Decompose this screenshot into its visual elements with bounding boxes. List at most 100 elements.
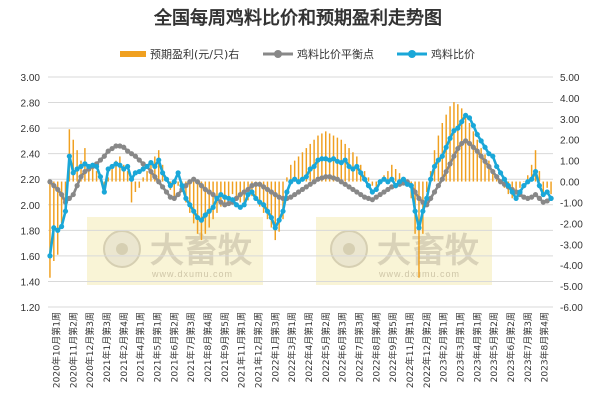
x-tick-label-13: 2022年1月第3周 [269, 312, 281, 382]
profit-bar-114 [492, 169, 494, 182]
y-right-tick-label-10: 4.00 [560, 94, 580, 105]
profit-bar-17 [115, 160, 117, 182]
balance-point-53 [253, 181, 259, 187]
ratio-point-38 [194, 214, 201, 221]
x-tick-label-21: 2022年11月第1周 [404, 312, 416, 388]
balance-point-98 [428, 195, 434, 201]
balance-point-50 [241, 189, 247, 195]
balance-point-128 [544, 198, 550, 204]
y-right-tick-label-2: -4.00 [560, 261, 583, 272]
profit-bar-0 [49, 181, 51, 278]
profit-bar-113 [488, 160, 490, 182]
balance-point-95 [416, 195, 422, 201]
ratio-point-127 [540, 191, 546, 198]
profit-bar-108 [468, 123, 471, 182]
profit-bar-21 [130, 181, 133, 203]
profit-bar-48 [235, 181, 238, 199]
profit-bar-128 [546, 181, 548, 188]
balance-point-66 [303, 184, 309, 190]
profit-bar-89 [394, 169, 397, 182]
balance-point-16 [109, 145, 115, 152]
profit-bar-123 [527, 175, 529, 182]
ratio-point-105 [455, 125, 461, 131]
balance-point-5 [66, 195, 72, 201]
y-axis-left: 1.20 1.40 1.60 1.80 2.00 2.20 2.40 2.60 2.80 3.00 [21, 73, 41, 314]
balance-point-39 [198, 183, 205, 189]
balance-point-114 [490, 168, 496, 175]
profit-bar-90 [398, 173, 401, 182]
ratio-point-112 [482, 144, 488, 150]
balance-point-28 [156, 179, 162, 185]
profit-bar-103 [449, 106, 451, 182]
balance-point-75 [338, 179, 344, 185]
balance-point-101 [439, 176, 445, 182]
ratio-point-43 [214, 195, 220, 201]
balance-point-37 [191, 176, 197, 182]
ratio-point-103 [447, 135, 453, 141]
profit-bar-25 [146, 171, 148, 182]
balance-point-26 [148, 168, 154, 175]
balance-point-57 [268, 189, 274, 195]
ratio-point-4 [62, 208, 69, 214]
ratio-point-107 [462, 112, 469, 118]
profit-bar-42 [212, 181, 214, 220]
balance-point-20 [125, 148, 131, 154]
ratio-point-104 [451, 128, 457, 134]
profit-bar-62 [290, 164, 292, 182]
balance-point-115 [494, 174, 500, 180]
profit-bar-52 [251, 181, 253, 197]
ratio-point-58 [272, 225, 278, 231]
balance-point-87 [385, 186, 391, 193]
ratio-point-75 [338, 160, 344, 166]
ratio-point-91 [400, 176, 407, 182]
y-right-tick-label-8: 2.00 [560, 136, 580, 147]
y-left-tick-label-4: 2.00 [21, 201, 41, 212]
x-tick-label-24: 2023年3月第1周 [454, 312, 466, 382]
x-tick-label-2: 2020年12月第3周 [84, 312, 96, 388]
profit-bar-109 [472, 131, 475, 182]
watermarks: 大畜牧 www.dxumu.com 大畜牧 www.dxumu.com [87, 217, 492, 285]
ratio-point-37 [191, 208, 197, 214]
ratio-point-117 [501, 176, 508, 182]
watermark-left-site: www.dxumu.com [151, 269, 233, 279]
x-tick-label-29: 2023年8月第4周 [539, 312, 551, 382]
ratio-point-114 [490, 153, 496, 159]
y-right-tick-label-5: -1.00 [560, 198, 583, 209]
profit-bar-59 [278, 181, 280, 232]
y-right-tick-label-4: -2.00 [560, 219, 583, 230]
profit-bar-47 [231, 181, 234, 195]
ratio-point-7 [74, 166, 80, 172]
balance-point-94 [412, 189, 418, 195]
profit-bar-6 [72, 139, 74, 182]
ratio-point-118 [505, 183, 511, 189]
balance-point-86 [381, 189, 387, 195]
balance-point-13 [97, 157, 104, 163]
balance-point-36 [187, 179, 193, 185]
ratio-point-120 [513, 195, 519, 201]
profit-bar-125 [534, 150, 537, 182]
profit-bar-23 [138, 181, 141, 188]
ratio-point-55 [260, 202, 267, 208]
ratio-point-39 [198, 217, 205, 223]
profit-bar-63 [293, 160, 296, 182]
ratio-point-109 [470, 122, 476, 129]
ratio-point-61 [284, 189, 290, 195]
profit-bar-10 [88, 164, 90, 182]
ratio-point-123 [525, 179, 531, 185]
profit-bar-58 [274, 181, 276, 241]
ratio-point-8 [78, 163, 84, 170]
ratio-point-89 [393, 183, 399, 189]
ratio-point-28 [156, 157, 162, 163]
ratio-point-113 [486, 151, 492, 157]
profit-bar-56 [266, 181, 269, 220]
y-left-tick-label-6: 2.40 [21, 150, 41, 161]
profit-bar-64 [297, 156, 300, 182]
ratio-point-47 [229, 197, 236, 203]
watermark-right-logo-dot-icon [343, 243, 355, 255]
y-left-tick-label-0: 1.20 [21, 303, 41, 314]
profit-bar-20 [126, 171, 129, 182]
balance-point-63 [292, 191, 298, 198]
profit-bar-18 [119, 156, 121, 182]
profit-bar-1 [53, 181, 55, 261]
ratio-point-70 [319, 156, 325, 162]
